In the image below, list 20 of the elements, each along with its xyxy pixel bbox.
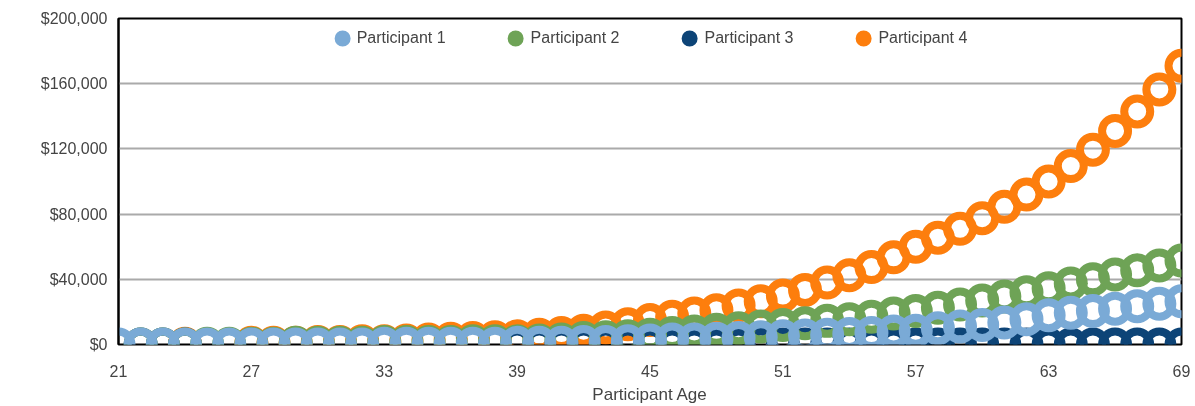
y-tick-label: $80,000 [49,205,108,223]
x-tick-label: 57 [906,362,925,380]
x-tick-label: 33 [375,362,394,380]
y-tick-label: $40,000 [49,270,108,288]
x-tick-label: 27 [242,362,261,380]
x-tick-label: 21 [109,362,128,380]
y-tick-label: $120,000 [40,140,108,158]
y-tick-label: $160,000 [40,75,108,93]
y-tick-label: $200,000 [40,10,108,27]
legend-label: Participant 2 [530,29,620,47]
x-tick-label: 51 [773,362,792,380]
y-tick-label: $0 [89,336,108,353]
x-tick-label: 39 [508,362,527,380]
legend-label: Participant 4 [878,29,968,47]
x-axis-title: Participant Age [592,384,707,404]
legend-label: Participant 1 [356,29,446,47]
x-tick-label: 45 [641,362,659,380]
x-tick-label: 69 [1172,362,1191,380]
x-tick-label: 63 [1039,362,1058,380]
legend-label: Participant 3 [704,29,794,47]
